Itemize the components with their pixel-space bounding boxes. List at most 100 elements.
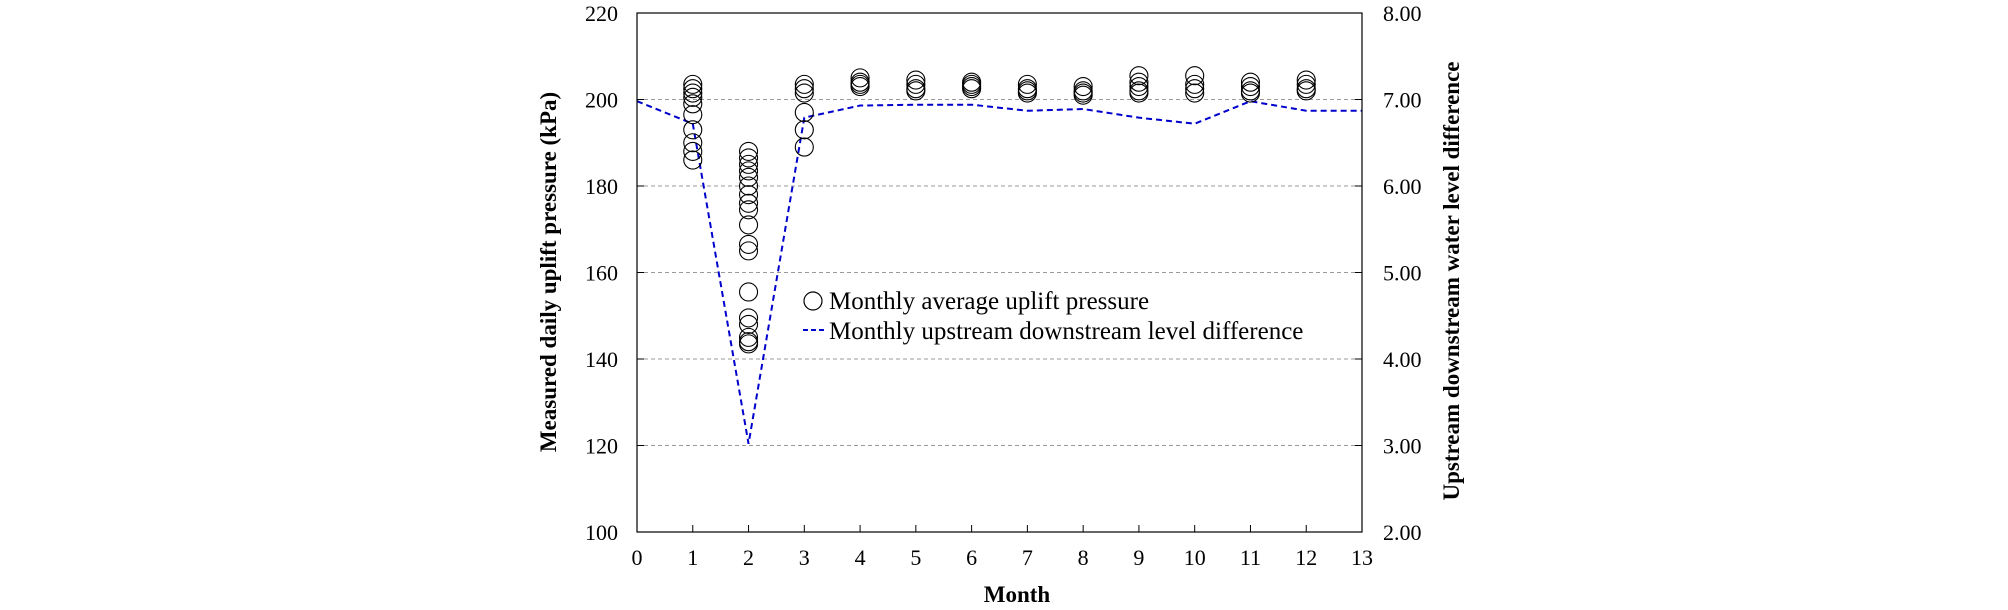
uplift-point-58 <box>1129 83 1149 103</box>
uplift-point-41 <box>906 81 926 101</box>
y-right-tick-label-5.00: 5.00 <box>1383 261 1422 286</box>
x-tick-label-0: 0 <box>632 545 643 570</box>
legend-label-uplift-pressure: Monthly average uplift pressure <box>829 288 1149 315</box>
uplift-point-64 <box>1240 76 1261 97</box>
y-right-axis-title: Upstream downstream water level differen… <box>1439 61 1464 500</box>
uplift-point-50 <box>1073 76 1093 97</box>
y-right-tick-label-2.00: 2.00 <box>1383 520 1422 545</box>
x-tick-label-13: 13 <box>1351 545 1373 570</box>
x-tick-label-1: 1 <box>687 545 698 570</box>
y-right-tick-label-3.00: 3.00 <box>1383 434 1422 459</box>
uplift-point-16 <box>738 185 759 205</box>
uplift-point-15 <box>738 176 759 196</box>
uplift-point-19 <box>738 215 759 235</box>
uplift-point-55 <box>1129 72 1149 92</box>
uplift-point-14 <box>738 167 759 187</box>
uplift-point-32 <box>794 120 814 140</box>
uplift-point-46 <box>1017 74 1037 94</box>
series-line-level-difference <box>636 100 1362 444</box>
y-left-tick-label-160: 160 <box>585 261 618 286</box>
uplift-point-22 <box>738 282 759 302</box>
series-points-uplift-pressure <box>683 66 1316 354</box>
uplift-point-20 <box>738 234 759 254</box>
x-tick-label-8: 8 <box>1078 545 1089 570</box>
y-left-tick-label-180: 180 <box>585 174 618 199</box>
uplift-point-39 <box>906 74 926 94</box>
x-tick-label-2: 2 <box>743 545 754 570</box>
uplift-point-53 <box>1073 85 1093 105</box>
y-right-tick-label-8.00: 8.00 <box>1383 1 1422 26</box>
uplift-point-28 <box>794 74 814 94</box>
uplift-point-62 <box>1185 83 1205 103</box>
y-right-axis-ticks: 2.00 3.00 4.00 5.00 6.00 7.00 8.00 <box>1355 1 1422 545</box>
uplift-point-66 <box>1240 83 1261 103</box>
uplift-point-2 <box>683 83 703 103</box>
y-left-tick-label-100: 100 <box>585 520 618 545</box>
y-right-tick-label-4.00: 4.00 <box>1383 347 1422 372</box>
uplift-point-18 <box>738 200 759 220</box>
uplift-point-4 <box>683 94 703 114</box>
uplift-point-0 <box>683 74 703 94</box>
uplift-point-63 <box>1240 72 1261 92</box>
x-tick-label-12: 12 <box>1295 545 1317 570</box>
uplift-point-7 <box>683 133 703 153</box>
uplift-point-8 <box>683 141 703 161</box>
uplift-point-10 <box>738 141 759 161</box>
x-tick-label-7: 7 <box>1022 545 1033 570</box>
x-axis-title: Month <box>984 582 1051 607</box>
uplift-point-5 <box>683 105 703 125</box>
uplift-point-60 <box>1185 74 1205 94</box>
uplift-point-56 <box>1129 76 1149 97</box>
legend: Monthly average uplift pressure Monthly … <box>803 288 1303 345</box>
y-left-tick-label-220: 220 <box>585 1 618 26</box>
uplift-point-37 <box>850 76 870 97</box>
uplift-point-25 <box>738 327 759 347</box>
y-left-tick-label-120: 120 <box>585 434 618 459</box>
y-right-tick-label-7.00: 7.00 <box>1383 88 1422 113</box>
gridlines <box>637 99 1362 446</box>
uplift-point-24 <box>738 314 759 334</box>
x-tick-label-11: 11 <box>1240 545 1261 570</box>
x-tick-label-4: 4 <box>855 545 866 570</box>
y-left-tick-label-140: 140 <box>585 347 618 372</box>
uplift-point-70 <box>1296 81 1316 101</box>
uplift-point-54 <box>1129 66 1149 86</box>
uplift-point-12 <box>738 154 759 174</box>
uplift-point-9 <box>683 150 703 170</box>
x-tick-label-10: 10 <box>1184 545 1206 570</box>
uplift-point-21 <box>738 241 759 261</box>
uplift-point-3 <box>683 87 703 107</box>
uplift-point-68 <box>1296 74 1316 94</box>
x-tick-label-5: 5 <box>910 545 921 570</box>
uplift-point-27 <box>738 334 759 354</box>
y-left-axis-ticks: 100 120 140 160 180 200 220 <box>585 1 644 545</box>
uplift-point-30 <box>794 83 814 103</box>
legend-label-level-difference: Monthly upstream downstream level differ… <box>829 318 1303 345</box>
y-right-tick-label-6.00: 6.00 <box>1383 174 1422 199</box>
legend-circle-marker <box>803 291 823 311</box>
uplift-point-1 <box>683 79 703 99</box>
uplift-point-59 <box>1185 66 1205 86</box>
y-left-axis-title: Measured daily uplift pressure (kPa) <box>536 92 561 452</box>
uplift-point-38 <box>906 70 926 90</box>
uplift-point-23 <box>738 308 759 328</box>
uplift-point-17 <box>738 193 759 213</box>
uplift-point-67 <box>1296 70 1316 90</box>
uplift-point-61 <box>1185 79 1205 99</box>
x-tick-label-9: 9 <box>1133 545 1144 570</box>
uplift-point-49 <box>1017 83 1037 103</box>
x-axis-ticks: 0 1 2 3 4 5 6 7 8 9 10 11 12 13 <box>632 525 1373 570</box>
x-tick-label-6: 6 <box>966 545 977 570</box>
x-tick-label-3: 3 <box>799 545 810 570</box>
uplift-point-6 <box>683 120 703 140</box>
uplift-point-29 <box>794 79 814 99</box>
level-difference-line <box>636 100 1362 444</box>
y-left-tick-label-200: 200 <box>585 88 618 113</box>
uplift-point-31 <box>794 102 814 123</box>
uplift-point-33 <box>794 137 814 157</box>
uplift-point-11 <box>738 148 759 168</box>
uplift-point-34 <box>850 68 870 88</box>
uplift-point-45 <box>962 79 982 99</box>
uplift-point-13 <box>738 161 759 181</box>
